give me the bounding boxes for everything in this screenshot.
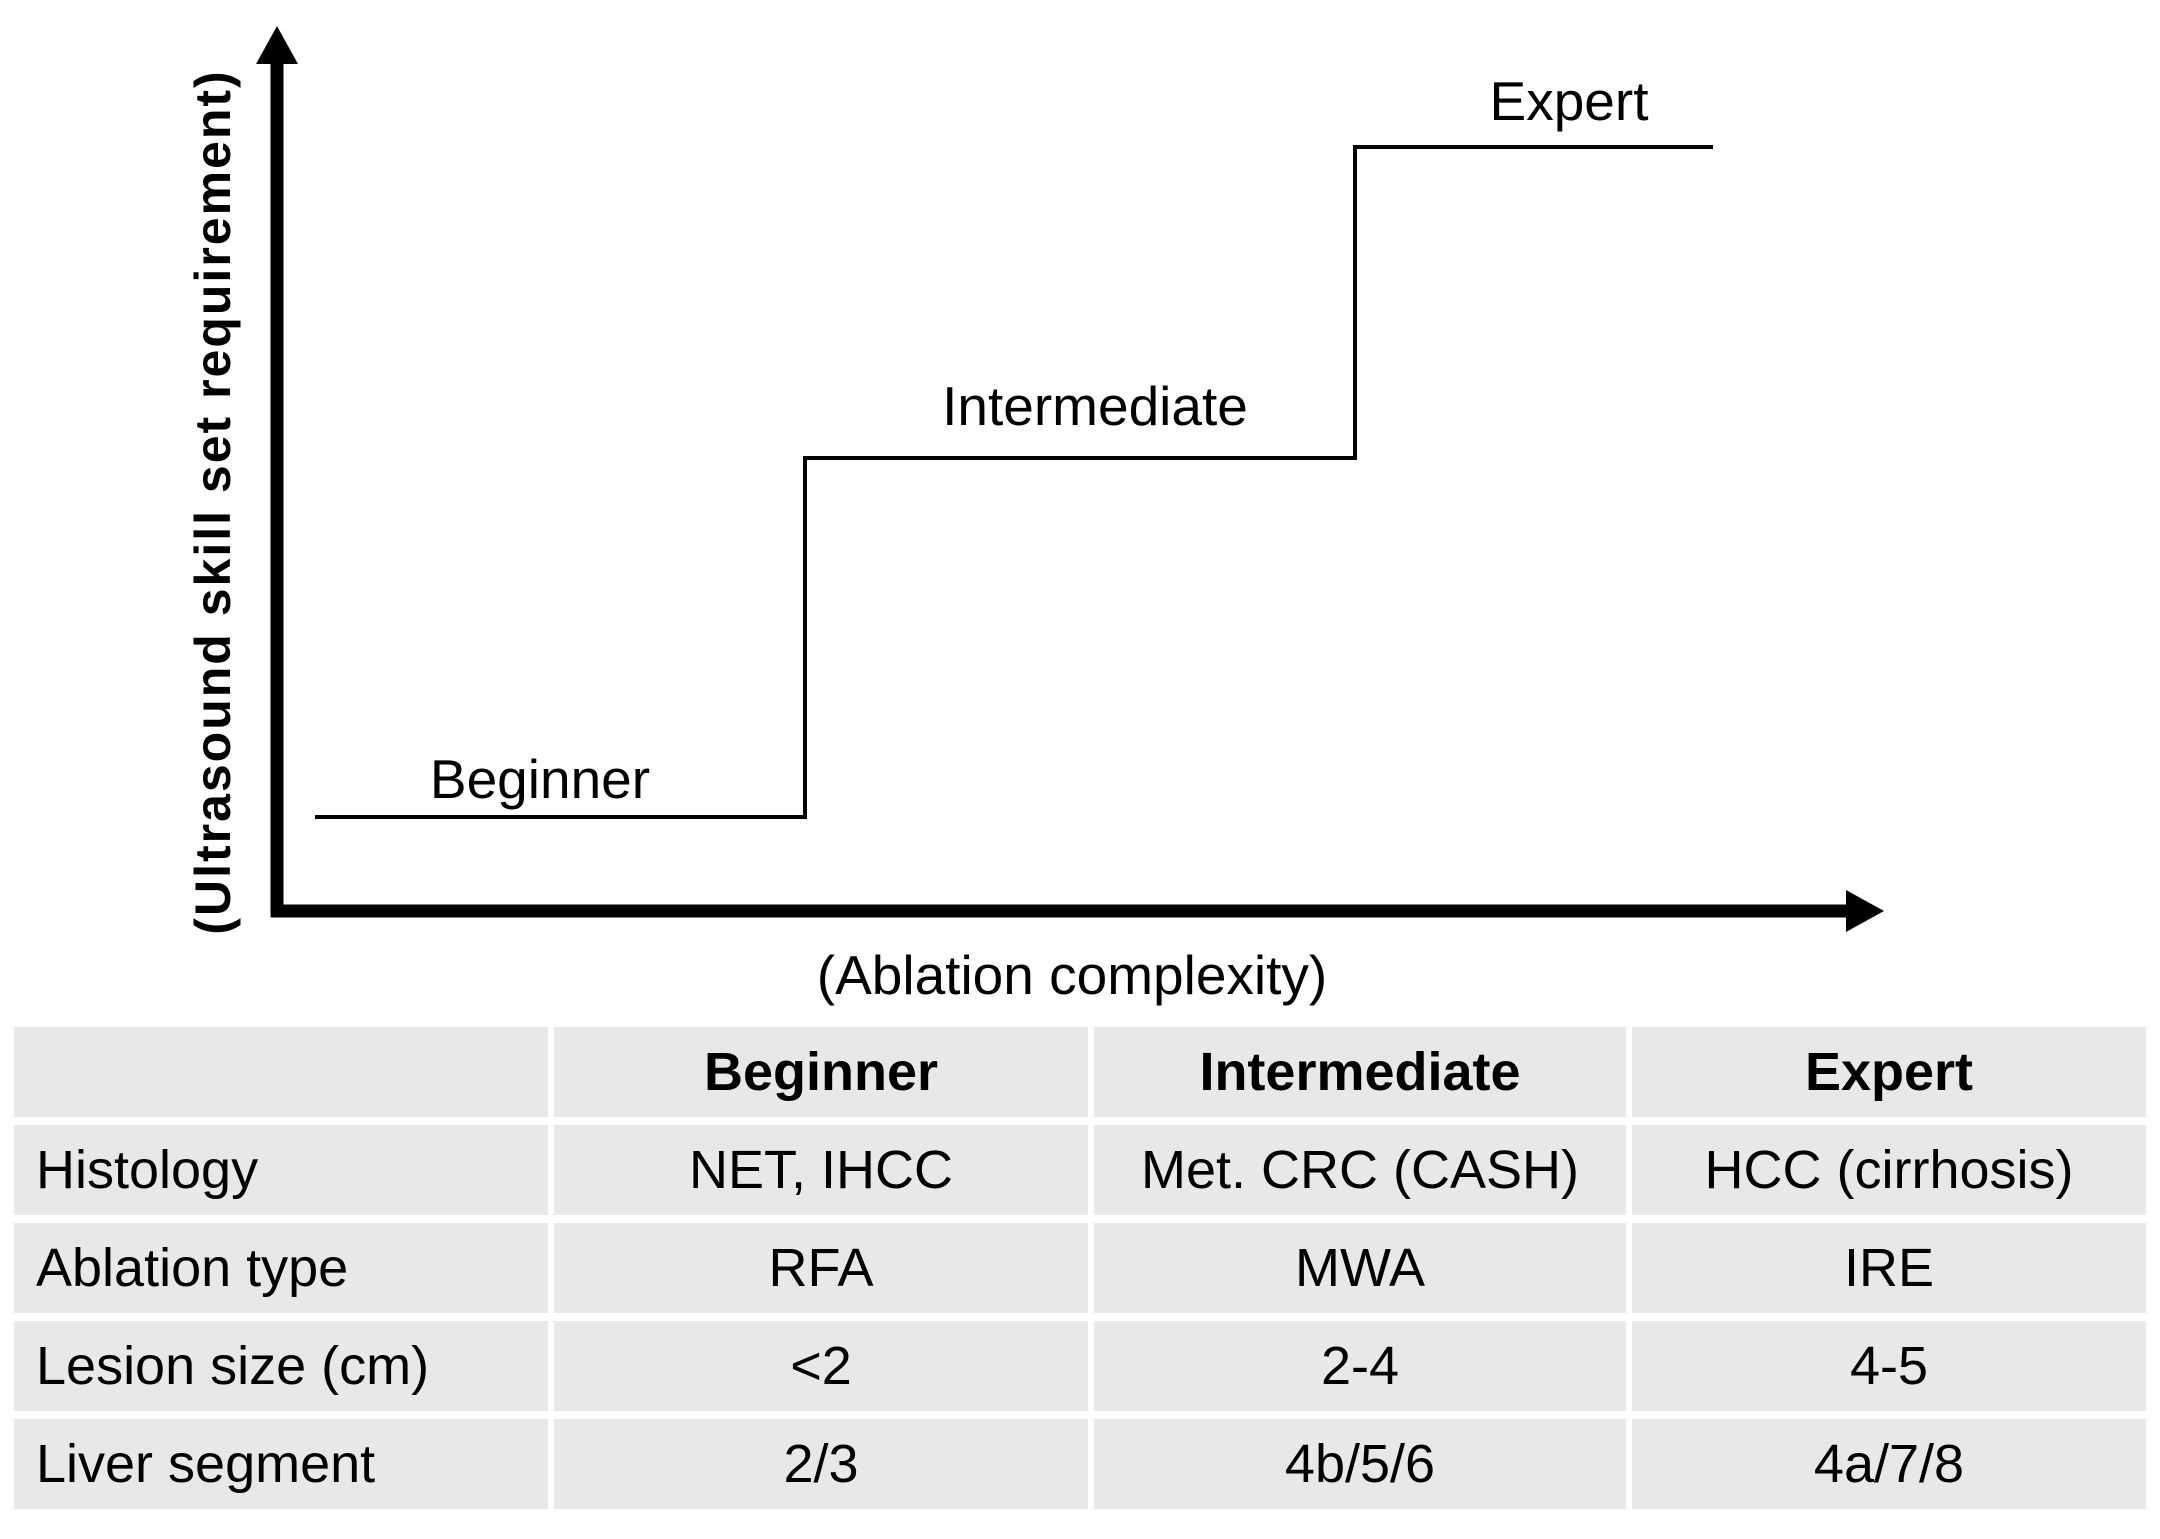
table-cell-ablation-intermediate: MWA (1094, 1223, 1626, 1313)
row-label-liver-segment: Liver segment (14, 1419, 548, 1509)
intermediate-step-label: Intermediate (942, 375, 1248, 437)
y-axis-arrowhead (256, 26, 298, 64)
table-header-expert: Expert (1632, 1027, 2146, 1117)
table-cell-liver-beginner: 2/3 (554, 1419, 1088, 1509)
beginner-step-label: Beginner (430, 748, 650, 810)
x-axis-arrowhead (1846, 890, 1884, 932)
x-axis-label: (Ablation complexity) (817, 944, 1327, 1006)
table-header-beginner: Beginner (554, 1027, 1088, 1117)
table-cell-liver-intermediate: 4b/5/6 (1094, 1419, 1626, 1509)
table-cell-histology-beginner: NET, IHCC (554, 1125, 1088, 1215)
table-cell-lesion-intermediate: 2-4 (1094, 1321, 1626, 1411)
table-header-blank (14, 1027, 548, 1117)
row-label-histology: Histology (14, 1125, 548, 1215)
table-cell-lesion-beginner: <2 (554, 1321, 1088, 1411)
table-cell-lesion-expert: 4-5 (1632, 1321, 2146, 1411)
table-cell-ablation-beginner: RFA (554, 1223, 1088, 1313)
table-cell-histology-intermediate: Met. CRC (CASH) (1094, 1125, 1626, 1215)
table-cell-ablation-expert: IRE (1632, 1223, 2146, 1313)
y-axis-label: (Ultrasound skill set requirement) (185, 69, 241, 934)
expert-step-label: Expert (1490, 70, 1649, 132)
skill-table: Beginner Intermediate Expert Histology N… (14, 1027, 2146, 1509)
table-cell-liver-expert: 4a/7/8 (1632, 1419, 2146, 1509)
step-chart: Beginner Intermediate Expert (Ablation c… (185, 26, 1884, 1006)
row-label-ablation-type: Ablation type (14, 1223, 548, 1313)
row-label-lesion-size: Lesion size (cm) (14, 1321, 548, 1411)
table-cell-histology-expert: HCC (cirrhosis) (1632, 1125, 2146, 1215)
step-line (315, 145, 1713, 819)
table-header-intermediate: Intermediate (1094, 1027, 1626, 1117)
